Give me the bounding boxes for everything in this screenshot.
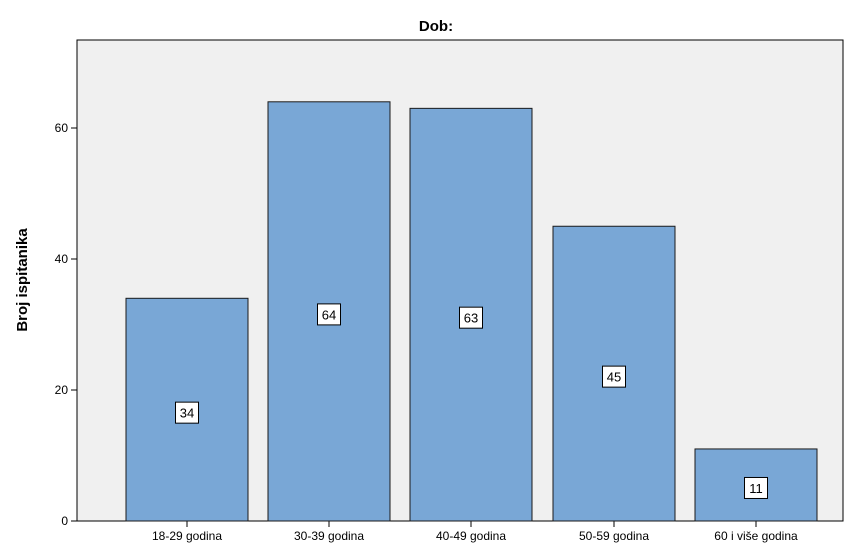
data-label-box: [459, 306, 483, 329]
data-label: 11: [749, 481, 763, 496]
x-axis: 18-29 godina 30-39 godina 40-49 godina 50-5…: [77, 520, 843, 543]
data-label-box: [744, 476, 768, 499]
data-label-box: [317, 303, 341, 326]
y-tick-label: 20: [55, 383, 69, 397]
data-label: 34: [180, 406, 194, 421]
y-axis: 0 20 40 60: [55, 40, 78, 528]
y-tick-label: 40: [55, 252, 69, 266]
x-tick-label: 30-39 godina: [294, 529, 364, 543]
data-label: 63: [464, 311, 478, 326]
x-tick-label: 18-29 godina: [152, 529, 222, 543]
chart-title: Dob:: [419, 18, 453, 35]
bars-group: [125, 101, 818, 522]
y-tick-label: 0: [61, 514, 68, 528]
x-tick-label: 60 i više godina: [714, 529, 798, 543]
y-tick-label: 60: [55, 121, 69, 135]
data-label: 64: [322, 307, 336, 322]
data-label-box: [602, 365, 626, 388]
data-label: 45: [607, 370, 621, 385]
data-labels-group: 34 64 63 45 11: [175, 303, 768, 499]
x-tick-label: 40-49 godina: [436, 529, 506, 543]
bar-60-i-više-godina: [694, 448, 818, 522]
x-tick-label: 50-59 godina: [579, 529, 649, 543]
data-label-box: [175, 401, 199, 424]
y-axis-label: Broj ispitanika: [14, 228, 31, 332]
